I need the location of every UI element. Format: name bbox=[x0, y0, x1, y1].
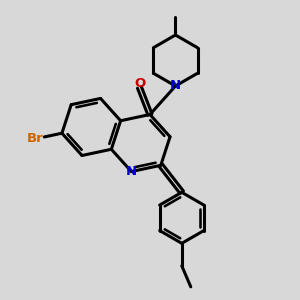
Text: N: N bbox=[170, 80, 181, 92]
Text: Br: Br bbox=[27, 132, 44, 145]
Text: N: N bbox=[126, 165, 137, 178]
Text: O: O bbox=[134, 77, 146, 90]
